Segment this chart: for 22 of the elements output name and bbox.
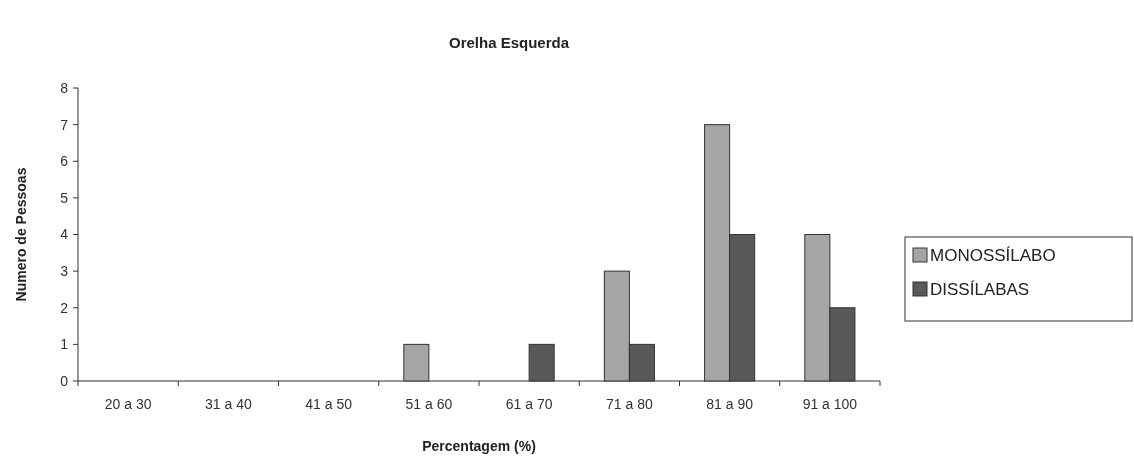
x-tick-label: 91 a 100 [802,396,858,412]
x-tick-label: 71 a 80 [606,396,653,412]
y-tick-label: 3 [60,263,69,280]
y-tick-label: 0 [60,372,69,389]
x-tick-label: 31 a 40 [205,396,252,412]
legend-label: DISSÍLABAS [930,279,1030,299]
x-tick-label: 51 a 60 [405,396,453,412]
x-axis-title: Percentagem (%) [422,438,536,454]
y-tick-label: 1 [60,336,69,353]
x-tick-label: 81 a 90 [706,396,754,412]
y-tick-label: 6 [60,153,69,170]
y-axis-title: Numero de Pessoas [13,167,29,302]
y-tick-label: 7 [60,116,69,133]
chart-title: Orelha Esquerda [448,34,570,51]
y-tick-label: 8 [60,79,69,96]
y-tick-label: 4 [60,226,69,243]
y-tick-label: 2 [60,299,69,316]
x-tick-label: 20 a 30 [104,396,152,412]
x-tick-label: 61 a 70 [505,396,553,412]
y-tick-label: 5 [60,189,69,206]
x-tick-label: 41 a 50 [305,396,353,412]
legend-label: MONOSSÍLABO [930,245,1056,265]
